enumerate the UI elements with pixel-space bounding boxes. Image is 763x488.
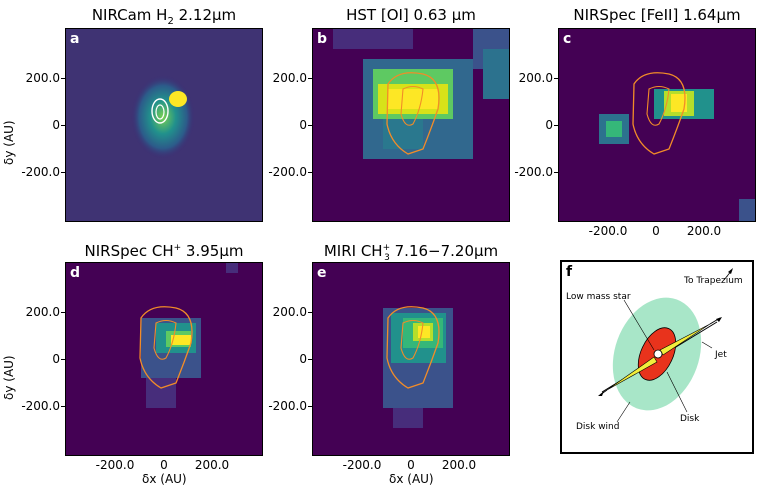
- panel-d-map: [139, 263, 238, 408]
- panel-e-letter: e: [317, 265, 327, 281]
- ytick-a-0: 0: [52, 118, 60, 132]
- xtick-c-0: 0: [652, 224, 660, 238]
- panel-b-image: b: [312, 28, 510, 222]
- ytick-d-neg200: -200.0: [21, 399, 60, 413]
- panel-a-title: NIRCam H2 2.12μm: [91, 6, 237, 27]
- label-disk: Disk: [680, 414, 700, 424]
- ytick-a-neg200: -200.0: [21, 165, 60, 179]
- label-to-trapezium: To Trapezium: [684, 276, 743, 286]
- xtick-e-neg200: -200.0: [342, 458, 382, 472]
- ylabel-row2: δy (AU): [2, 355, 16, 400]
- ytick-a-200: 200.0: [25, 71, 60, 85]
- ylabel-row1: δy (AU): [2, 120, 16, 165]
- ytick-c-200: 200.0: [518, 71, 553, 85]
- ytick-e-200: 200.0: [272, 305, 307, 319]
- ytick-e-neg200: -200.0: [268, 399, 307, 413]
- panel-a-image: a: [65, 28, 263, 222]
- ytick-b-0: 0: [299, 118, 307, 132]
- xtick-e-0: 0: [407, 458, 415, 472]
- panel-f-schematic: f To Trapezium Low mass star Jet Disk Di…: [560, 260, 754, 454]
- contour-white: [151, 98, 169, 124]
- ytick-c-0: 0: [545, 118, 553, 132]
- ytick-d-0: 0: [52, 352, 60, 366]
- schematic-drawing: [598, 268, 733, 423]
- xtick-d-0: 0: [160, 458, 168, 472]
- ytick-c-neg200: -200.0: [514, 165, 553, 179]
- ytick-e-0: 0: [299, 352, 307, 366]
- xtick-e-200: 200.0: [441, 458, 477, 472]
- panel-c-letter: c: [563, 31, 572, 47]
- panel-f-letter: f: [566, 264, 573, 280]
- xlabel-e: δx (AU): [389, 472, 434, 486]
- panel-d-image: d: [65, 262, 263, 456]
- panel-b-title: HST [OI] 0.63 μm: [346, 6, 476, 24]
- jet-shape-lower: [606, 356, 658, 391]
- panel-e-title: MIRI CH+3 7.16−7.20μm: [323, 242, 499, 263]
- panel-b-letter: b: [317, 31, 328, 47]
- panel-d-letter: d: [70, 265, 81, 281]
- panel-c-map: [599, 72, 755, 221]
- ytick-b-neg200: -200.0: [268, 165, 307, 179]
- xtick-d-200: 200.0: [194, 458, 230, 472]
- panel-a-map: [66, 29, 262, 221]
- xlabel-d: δx (AU): [142, 472, 187, 486]
- ytick-d-200: 200.0: [25, 305, 60, 319]
- panel-c-title: NIRSpec [FeII] 1.64μm: [573, 6, 741, 24]
- xtick-c-200: 200.0: [686, 224, 722, 238]
- panel-e-image: e: [312, 262, 510, 456]
- label-disk-wind: Disk wind: [576, 422, 620, 432]
- label-low-mass-star: Low mass star: [566, 292, 631, 302]
- xtick-d-neg200: -200.0: [95, 458, 135, 472]
- panel-d-title: NIRSpec CH+ 3.95μm: [84, 242, 244, 260]
- label-jet: Jet: [715, 350, 727, 360]
- ytick-b-200: 200.0: [272, 71, 307, 85]
- panel-b-map: [333, 29, 509, 159]
- panel-e-map: [383, 306, 453, 428]
- panel-c-image: c: [558, 28, 756, 222]
- panel-a-letter: a: [70, 31, 80, 47]
- xtick-c-neg200: -200.0: [588, 224, 628, 238]
- star-shape: [653, 349, 663, 359]
